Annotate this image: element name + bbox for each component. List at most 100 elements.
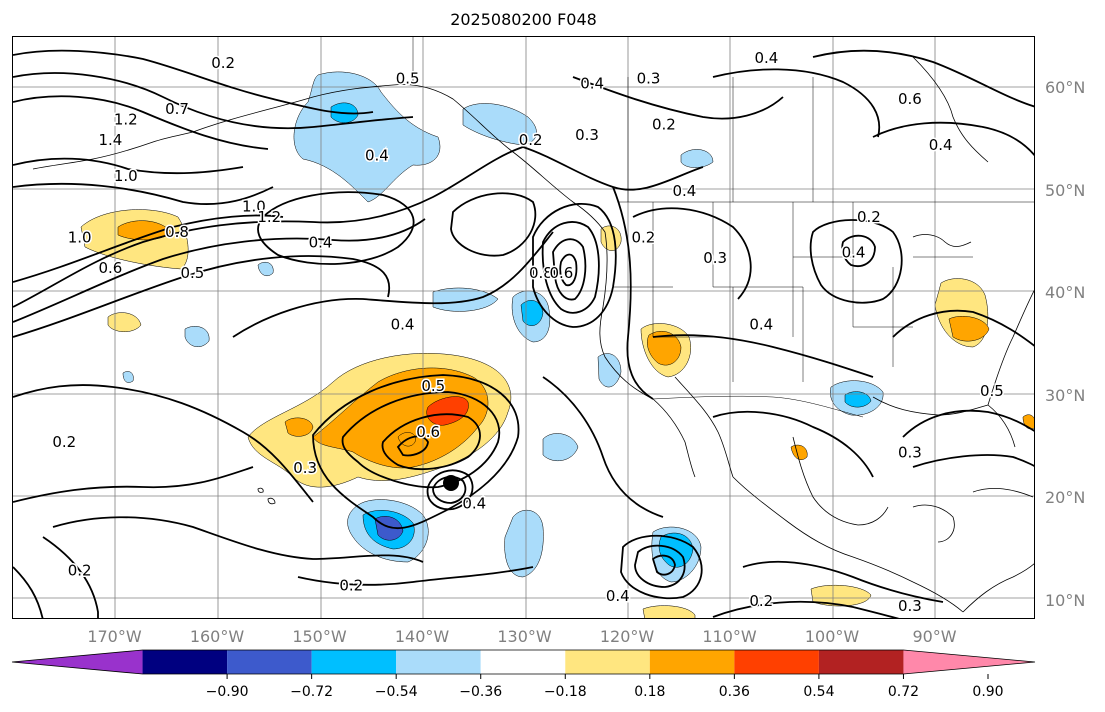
border-canada-provinces: [627, 77, 814, 202]
colorbar-extend-max: [903, 650, 1035, 674]
shade-positive-east-us-core: [948, 316, 990, 342]
colorbar-segment: [649, 650, 735, 674]
coast-hawaii-2: [257, 487, 264, 493]
colorbar-segment: [565, 650, 650, 674]
contour-label: 0.4: [754, 49, 778, 67]
coast-mexico-pacific: [732, 476, 964, 613]
contour-label: 1.2: [114, 110, 138, 128]
contour-label: 0.5: [180, 264, 204, 282]
longitude-label: 160°W: [189, 627, 245, 646]
contour-label: 1.2: [257, 208, 281, 226]
contour-label: 0.2: [52, 433, 76, 451]
contour-label: 0.4: [606, 587, 630, 605]
cyclone-center: [443, 475, 459, 491]
colorbar-tick-label: −0.36: [459, 684, 503, 700]
colorbar-segment: [396, 650, 481, 674]
shade-negative-texas-core: [844, 391, 872, 408]
contour-label: 0.2: [339, 577, 363, 595]
contour-central: [652, 334, 874, 378]
graticule: [13, 37, 1034, 618]
shade-negative-gulf-alaska: [462, 103, 537, 146]
colorbar-tick-label: 0.72: [887, 684, 920, 700]
contour-pac-2: [13, 182, 274, 205]
contour-nw-canada: [572, 76, 784, 120]
shade-negative-mexico: [542, 433, 579, 462]
contour-label: 0.4: [749, 315, 773, 333]
contour-epac-3: [651, 554, 676, 576]
colorbar-tick-label: −0.90: [205, 684, 249, 700]
contour-label: 1.0: [242, 198, 266, 216]
colorbar: [11, 649, 1036, 679]
contour-high-outer: [312, 374, 520, 530]
contour-pac-6: [13, 214, 284, 283]
contour-epac-1: [620, 534, 703, 600]
shade-positive-sw-us-core: [647, 331, 682, 366]
latitude-label: 60°N: [1045, 78, 1086, 98]
contour-label: 0.2: [631, 228, 655, 246]
contour-label: 0.2: [519, 131, 543, 149]
contour-high-inner: [381, 413, 481, 471]
contour-plains-inner: [841, 234, 876, 267]
colorbar-tick-label: −0.18: [543, 684, 587, 700]
shade-negative-south-2: [504, 509, 544, 578]
latitude-label: 20°N: [1045, 488, 1086, 508]
shade-positive-nw-core: [117, 220, 172, 241]
colorbar-segment: [734, 650, 819, 674]
coast-west-us: [599, 231, 654, 400]
contour-pac-closed-1: [257, 191, 415, 265]
contour-n-canada-1: [712, 68, 881, 138]
contour-label: 0.6: [98, 259, 122, 277]
coast-gulf: [872, 396, 989, 416]
colorbar-extend-min: [12, 650, 143, 674]
shaded-field: [80, 71, 1034, 618]
contour-label: 0.2: [652, 116, 676, 134]
contour-arctic: [13, 49, 374, 115]
shade-negative-alaska: [293, 71, 441, 203]
colorbar-tick-label: −0.54: [374, 684, 418, 700]
contour-label: 0.4: [462, 495, 486, 513]
shade-negative-baja: [597, 353, 622, 388]
coast-mexico-gulf: [792, 436, 889, 526]
colorbar-tick-label: 0.18: [634, 684, 666, 700]
contour-n-canada-3: [872, 121, 1034, 157]
coast-cuba: [972, 487, 1034, 498]
contour-mexico-2: [712, 410, 874, 478]
contour-label: 0.3: [575, 126, 599, 144]
shade-negative-offshore-core: [520, 300, 544, 326]
contour-label: 0.8: [529, 264, 553, 282]
contour-label: 0.6: [549, 264, 573, 282]
contour-pac-5: [13, 255, 391, 338]
contour-south-2: [13, 566, 44, 618]
coast-hudson: [912, 56, 989, 163]
contour-label: 0.6: [898, 90, 922, 108]
colorbar-segment: [311, 650, 397, 674]
contour-west-3: [632, 207, 752, 300]
shade-positive-gulf: [790, 444, 808, 460]
map-panel: 0.2 0.5 0.4 0.3 0.4 0.6 0.7 1.2 1.4 0.4 0.2 0.3 0.2 0…: [12, 36, 1035, 619]
contour-sub-4: [297, 566, 534, 586]
contour-pac-4: [13, 218, 426, 323]
coast-gulf-california: [674, 376, 734, 478]
coast-baja: [652, 398, 696, 478]
shade-negative-small-2: [432, 287, 499, 312]
contour-pac-3: [13, 146, 524, 308]
coast-central-america: [962, 563, 1034, 613]
contour-high-mid: [341, 391, 501, 489]
longitude-label: 170°W: [87, 627, 142, 646]
contour-sub-1: [13, 384, 314, 503]
coast-great-lakes: [912, 234, 972, 247]
colorbar-tick-label: 0.54: [803, 684, 835, 700]
shade-positive-ca: [600, 225, 622, 251]
contour-pac-mid: [232, 231, 554, 338]
contour-bering-1: [13, 72, 414, 130]
map-title: 2025080200 F048: [450, 10, 597, 29]
contour-ca-2: [541, 221, 600, 314]
shade-positive-small-3: [107, 312, 142, 332]
contour-label: 0.2: [857, 208, 881, 226]
contour-n-canada-2: [812, 49, 1034, 108]
shade-positive-south-2: [642, 605, 696, 618]
contour-label: 0.4: [365, 146, 389, 164]
contour-pac-closed-2: [450, 192, 537, 257]
latitude-label: 30°N: [1045, 385, 1086, 405]
longitude-label: 120°W: [599, 627, 655, 646]
